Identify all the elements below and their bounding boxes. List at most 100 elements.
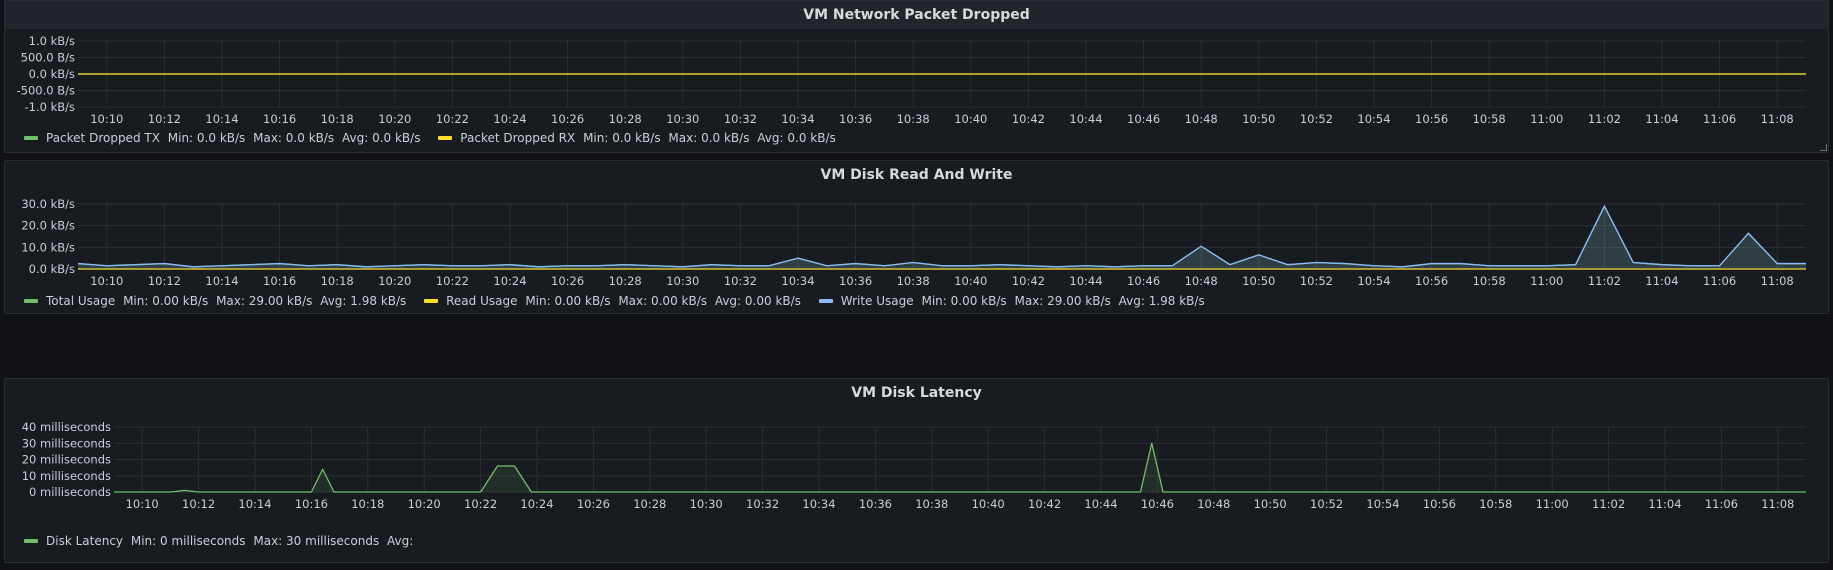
- legend-series-name: Disk Latency: [46, 534, 124, 548]
- series-color-swatch: [818, 298, 833, 303]
- x-tick-label: 10:46: [1127, 112, 1160, 126]
- x-tick-label: 10:20: [378, 112, 411, 126]
- legend-max: Max: 29.00 kB/s: [216, 294, 313, 308]
- legend-series-name: Total Usage: [46, 294, 116, 308]
- x-tick-label: 10:18: [351, 497, 384, 511]
- y-tick-label: 1.0 kB/s: [29, 34, 75, 48]
- legend-min: Min: 0.00 kB/s: [525, 294, 611, 308]
- legend: Total Usage Min: 0.00 kB/s Max: 29.00 kB…: [24, 294, 1219, 308]
- x-tick-label: 10:12: [182, 497, 215, 511]
- x-tick-label: 10:36: [839, 112, 872, 126]
- chart-disk-latency: 40 milliseconds 30 milliseconds 20 millise…: [22, 420, 1806, 511]
- x-tick-label: 10:20: [408, 497, 441, 511]
- x-tick-label: 10:50: [1254, 497, 1287, 511]
- x-tick-label: 10:38: [915, 497, 948, 511]
- legend: Packet Dropped TX Min: 0.0 kB/s Max: 0.0…: [24, 131, 850, 145]
- legend-max: Max: 0.00 kB/s: [618, 294, 707, 308]
- y-axis: 30.0 kB/s 20.0 kB/s 10.0 kB/s 0.0 kB/s: [21, 197, 75, 276]
- legend-max: Max: 0.0 kB/s: [253, 131, 335, 145]
- resize-handle-icon[interactable]: [1820, 144, 1827, 151]
- x-tick-label: 10:32: [724, 112, 757, 126]
- legend-avg: Avg: 0.00 kB/s: [714, 294, 801, 308]
- x-tick-label: 10:28: [609, 112, 642, 126]
- x-tick-label: 10:56: [1423, 497, 1456, 511]
- x-tick-label: 10:30: [690, 497, 723, 511]
- legend-item-disk-latency[interactable]: Disk Latency Min: 0 milliseconds Max: 30…: [24, 534, 413, 548]
- x-tick-label: 10:34: [781, 112, 814, 126]
- x-axis: 10:10 10:12 10:14 10:16 10:18 10:20 10:22 10:24…: [90, 112, 1794, 126]
- x-tick-label: 11:08: [1761, 274, 1794, 288]
- y-tick-label: 10 milliseconds: [22, 469, 111, 483]
- x-tick-label: 10:24: [520, 497, 553, 511]
- x-tick-label: 10:36: [859, 497, 892, 511]
- x-tick-label: 10:46: [1141, 497, 1174, 511]
- x-tick-label: 10:44: [1069, 274, 1102, 288]
- x-tick-label: 10:34: [781, 274, 814, 288]
- x-tick-label: 10:14: [205, 112, 238, 126]
- x-tick-label: 10:36: [839, 274, 872, 288]
- legend-item-packet-dropped-rx[interactable]: Packet Dropped RX Min: 0.0 kB/s Max: 0.0…: [438, 131, 836, 145]
- x-tick-label: 10:22: [436, 112, 469, 126]
- chart-disk-read-write: 30.0 kB/s 20.0 kB/s 10.0 kB/s 0.0 kB/s 10:10…: [21, 197, 1806, 288]
- panel-disk-latency: VM Disk Latency 40 milliseconds 30 millis…: [4, 378, 1829, 563]
- x-tick-label: 10:40: [972, 497, 1005, 511]
- y-tick-label: 30.0 kB/s: [21, 197, 75, 211]
- series-color-swatch: [24, 298, 38, 303]
- x-tick-label: 10:44: [1084, 497, 1117, 511]
- legend-item-write-usage[interactable]: Write Usage Min: 0.00 kB/s Max: 29.00 kB…: [818, 294, 1205, 308]
- series-group: [114, 442, 1806, 493]
- panel-disk-read-write: VM Disk Read And Write 30.0 kB/s 20.0 kB/…: [4, 160, 1829, 314]
- series-color-swatch: [438, 135, 453, 140]
- x-tick-label: 10:58: [1473, 112, 1506, 126]
- y-axis: 1.0 kB/s 500.0 B/s 0.0 kB/s -500.0 B/s -1.0 …: [17, 34, 75, 114]
- panel-title[interactable]: VM Network Packet Dropped: [5, 1, 1828, 29]
- x-tick-label: 10:24: [493, 274, 526, 288]
- x-tick-label: 10:28: [633, 497, 666, 511]
- x-tick-label: 10:48: [1185, 112, 1218, 126]
- legend-max: Max: 30 milliseconds: [253, 534, 380, 548]
- legend-max: Max: 0.0 kB/s: [668, 131, 750, 145]
- x-tick-label: 10:28: [609, 274, 642, 288]
- x-tick-label: 11:02: [1588, 112, 1621, 126]
- x-tick-label: 10:38: [897, 112, 930, 126]
- x-axis: 10:10 10:12 10:14 10:16 10:18 10:20 10:22 10:24…: [126, 497, 1795, 511]
- x-tick-label: 10:54: [1357, 274, 1390, 288]
- x-tick-label: 10:56: [1415, 274, 1448, 288]
- series-line-write-usage[interactable]: [77, 205, 1806, 268]
- x-tick-label: 10:42: [1012, 274, 1045, 288]
- x-tick-label: 10:18: [321, 112, 354, 126]
- x-tick-label: 10:22: [464, 497, 497, 511]
- x-tick-label: 11:02: [1592, 497, 1625, 511]
- legend-avg: Avg: 0.0 kB/s: [342, 131, 421, 145]
- legend-item-read-usage[interactable]: Read Usage Min: 0.00 kB/s Max: 0.00 kB/s…: [424, 294, 801, 308]
- x-tick-label: 11:08: [1761, 497, 1794, 511]
- x-tick-label: 11:04: [1648, 497, 1681, 511]
- x-tick-label: 11:06: [1705, 497, 1738, 511]
- x-tick-label: 10:48: [1185, 274, 1218, 288]
- x-tick-label: 10:46: [1127, 274, 1160, 288]
- x-tick-label: 10:10: [90, 112, 123, 126]
- series-color-swatch: [424, 298, 439, 303]
- y-tick-label: -1.0 kB/s: [24, 100, 75, 114]
- x-tick-label: 10:52: [1300, 112, 1333, 126]
- x-tick-label: 11:04: [1645, 274, 1678, 288]
- legend-item-packet-dropped-tx[interactable]: Packet Dropped TX Min: 0.0 kB/s Max: 0.0…: [24, 131, 420, 145]
- x-tick-label: 10:26: [551, 274, 584, 288]
- x-tick-label: 11:00: [1530, 112, 1563, 126]
- series-group: [77, 205, 1806, 270]
- x-tick-label: 10:18: [321, 274, 354, 288]
- x-tick-label: 10:16: [263, 112, 296, 126]
- x-tick-label: 10:26: [577, 497, 610, 511]
- series-line-disk-latency[interactable]: [114, 442, 1806, 493]
- panel-title[interactable]: VM Disk Latency: [851, 385, 982, 401]
- grid-lines: [78, 203, 1806, 270]
- x-tick-label: 10:10: [126, 497, 159, 511]
- grid-lines: [114, 426, 1806, 493]
- x-tick-label: 10:14: [205, 274, 238, 288]
- legend-avg: Avg: 0.0 kB/s: [757, 131, 836, 145]
- legend: Disk Latency Min: 0 milliseconds Max: 30…: [24, 534, 427, 548]
- legend-item-total-usage[interactable]: Total Usage Min: 0.00 kB/s Max: 29.00 kB…: [24, 294, 406, 308]
- legend-series-name: Packet Dropped TX: [46, 131, 160, 145]
- panel-title[interactable]: VM Disk Read And Write: [820, 167, 1013, 183]
- y-tick-label: 0.0 kB/s: [29, 262, 75, 276]
